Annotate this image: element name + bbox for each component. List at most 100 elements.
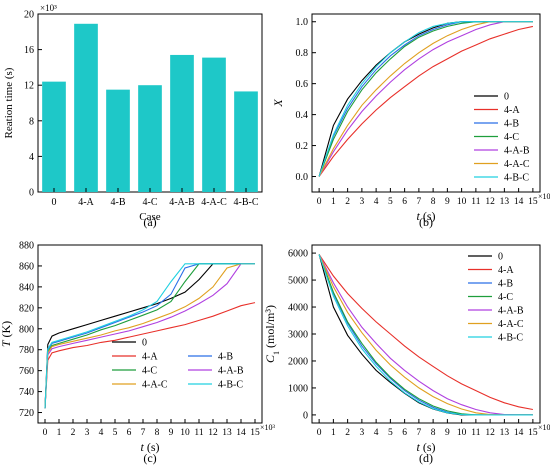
panel-c-xtick-label: 7 [141,428,146,438]
panel-d-legend-label-4-A-B: 4-A-B [498,306,524,317]
panel-b-legend-label-4-A-C: 4-A-C [504,159,530,170]
panel-c-xtick-label: 2 [71,428,76,438]
panel-a-xtick-label: 4-A-C [201,197,227,208]
panel-c-legend-label-4-A-C: 4-A-C [142,380,168,391]
panel-c-xtick-label: 0 [43,428,48,438]
panel-d-legend-label-4-B: 4-B [498,279,513,290]
panel-d-legend-label-4-A: 4-A [498,265,514,276]
panel-c-xtick-label: 9 [169,428,174,438]
panel-a-ytick-label: 20 [24,10,34,21]
panel-c-ytick-label: 820 [19,303,34,314]
panel-c-xtick-label: 4 [99,428,104,438]
panel-b-xtick-label: 13 [500,197,510,207]
panel-c-xtick-label: 5 [113,428,118,438]
panel-b-xtick-label: 3 [360,197,365,207]
panel-a-xtick-label: 0 [52,197,57,208]
panel-c-series-4-A-C [44,263,255,409]
panel-d-legend-label-0: 0 [498,252,503,263]
panel-a-xtick-label: 4-B-C [234,197,259,208]
panel-d-ytick-label: 3000 [288,330,308,341]
panel-d-ytick-label: 1000 [288,383,308,394]
panel-c-ytick-label: 840 [19,282,34,293]
panel-b-frame [311,13,541,193]
panel-b-xtick-label: 1 [331,197,336,207]
panel-a-ylabel: Reation time (s) [3,67,15,138]
panel-c-ytick-label: 800 [19,324,34,335]
panel-b-xtick-label: 7 [417,197,422,207]
panel-c-legend-label-4-A: 4-A [142,352,158,363]
panel-c-legend-label-0: 0 [142,338,147,349]
panel-c-xtick-label: 6 [127,428,132,438]
panel-b-ytick-label: 0.6 [296,79,309,90]
panel-b-legend-label-4-B: 4-B [504,119,519,130]
bar-4-C [138,85,162,192]
panel-c-label: (c) [143,451,156,465]
panel-b-ytick-label: 1.0 [296,17,309,28]
panel-c-xtick-label: 11 [194,428,203,438]
panel-c-xtick-label: 14 [236,428,246,438]
panel-b-xtick-label: 6 [402,197,407,207]
panel-d-ytick-label: 5000 [288,276,308,287]
panel-b-xlabel: t (s) [416,209,435,223]
panel-d-xtick-label: 10 [457,428,467,438]
panel-c-xtick-label: 13 [222,428,232,438]
panel-a-label: (a) [143,215,156,229]
panel-d-xtick-label: 2 [345,428,350,438]
panel-c-ytick-label: 880 [19,241,34,252]
panel-c-xtick-label: 1 [57,428,62,438]
panel-d-series-4-A-B [318,254,533,416]
panel-a-ytick-label: 16 [24,45,34,56]
panel-d-legend-label-4-A-C: 4-A-C [498,319,524,330]
panel-b-xtick-label: 10 [457,197,467,207]
panel-c-xlabel: t (s) [140,440,159,454]
panel-c-ylabel: T (K) [0,321,13,347]
panel-b-legend-label-4-C: 4-C [504,132,519,143]
panel-c-xtick-label: 15 [250,428,260,438]
bar-4-B [106,89,130,192]
panel-b-xtick-label: 0 [317,197,322,207]
panel-a-ytick-label: 4 [29,152,34,163]
panel-a-y-multiplier: ×10³ [40,3,57,13]
panel-c-ytick-label: 860 [19,261,34,272]
panel-d-label: (d) [419,451,433,465]
bar-4-A [74,23,98,192]
panel-d-xtick-label: 4 [374,428,379,438]
panel-d-xtick-label: 5 [388,428,393,438]
panel-d-legend-label-4-C: 4-C [498,292,513,303]
panel-b-xtick-label: 2 [345,197,350,207]
panel-d-xtick-label: 7 [417,428,422,438]
panel-d-xtick-label: 3 [360,428,365,438]
panel-b-xtick-label: 4 [374,197,379,207]
panel-b-ylabel: X [271,99,285,108]
panel-c-legend-label-4-B: 4-B [218,352,233,363]
panel-d-xtick-label: 9 [445,428,450,438]
panel-d-xtick-label: 15 [528,428,538,438]
panel-c-xtick-label: 8 [155,428,160,438]
panel-b-ytick-label: 0.4 [296,110,309,121]
panel-b-xtick-label: 14 [514,197,524,207]
panel-d-ytick-label: 6000 [288,249,308,260]
panel-d-xtick-label: 14 [514,428,524,438]
panel-d-xtick-label: 13 [500,428,510,438]
panel-b-xtick-label: 9 [445,197,450,207]
panel-c-x-multiplier: ×10³ [260,423,276,432]
panel-c-ytick-label: 720 [19,408,34,419]
panel-d-xtick-label: 8 [431,428,436,438]
panel-a-xtick-label: 4-C [143,197,158,208]
bar-0 [42,81,66,192]
panel-c-xtick-label: 10 [180,428,190,438]
panel-c-legend-label-4-A-B: 4-A-B [218,366,244,377]
bar-4-B-C [234,91,258,192]
panel-c-legend-label-4-C: 4-C [142,366,157,377]
panel-c-series-4-A [44,302,256,409]
panel-d-xtick-label: 6 [402,428,407,438]
panel-c-frame [37,244,263,424]
panel-a-ytick-label: 0 [29,188,34,199]
panel-c-ytick-label: 780 [19,345,34,356]
panel-d-xtick-label: 1 [331,428,336,438]
panel-c-legend-label-4-B-C: 4-B-C [218,380,243,391]
panel-b-xtick-label: 11 [471,197,480,207]
panel-d-series-4-A [318,254,534,411]
panel-b-xtick-label: 8 [431,197,436,207]
